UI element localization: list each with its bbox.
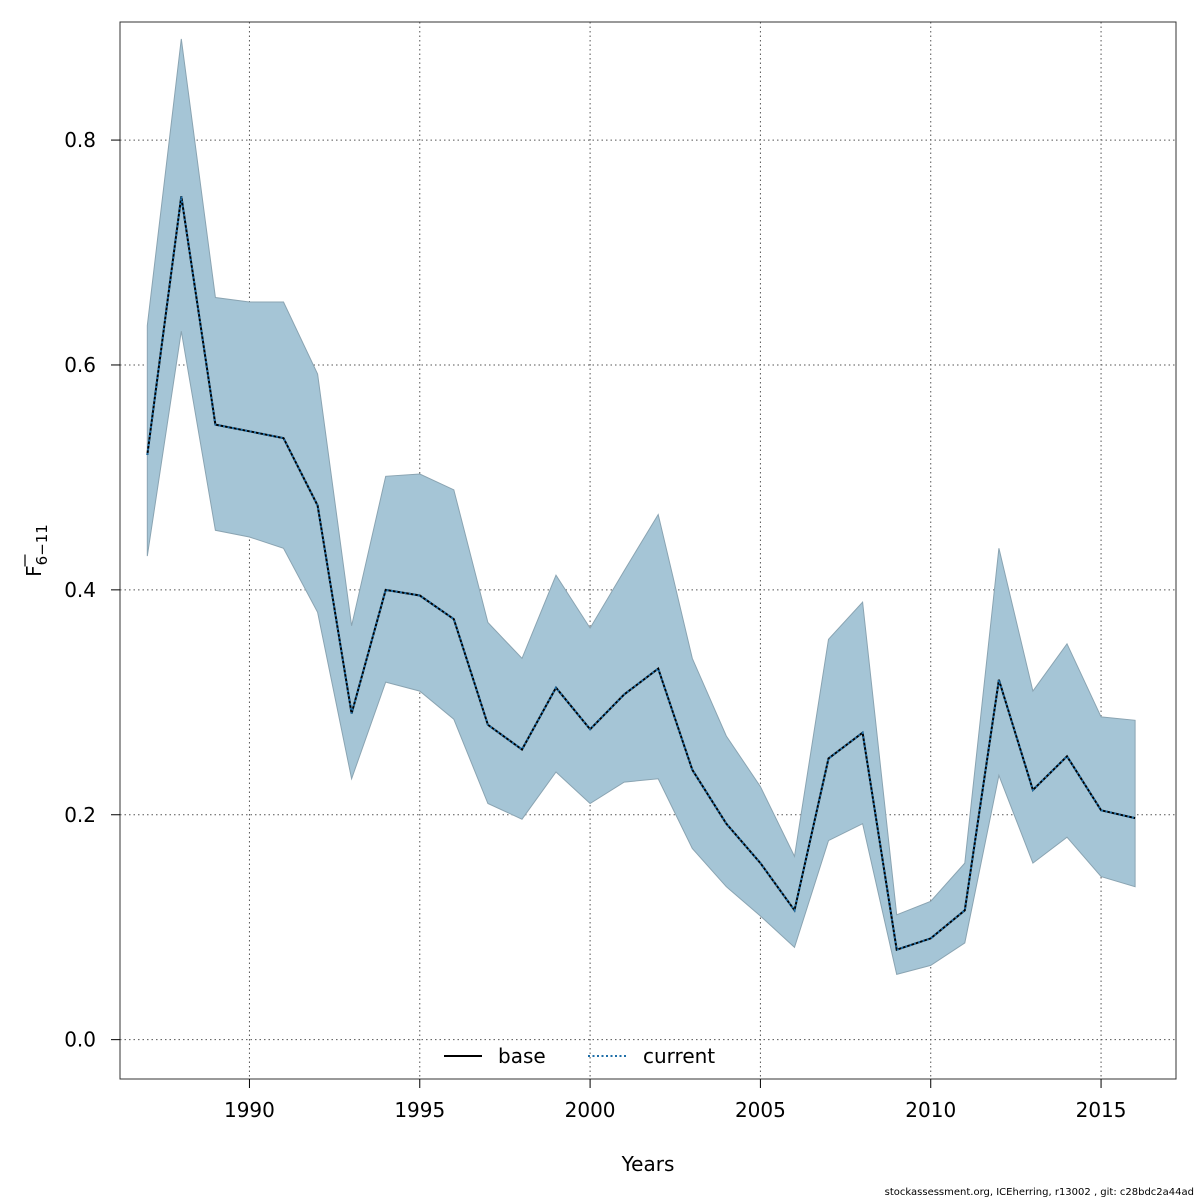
x-tick-label: 2000 [565, 1098, 616, 1122]
x-axis-label: Years [621, 1152, 675, 1176]
y-axis-label-subscript: 6−11 [33, 524, 51, 565]
y-tick-label: 0.8 [64, 128, 96, 152]
y-tick-label: 0.2 [64, 803, 96, 827]
series-lines [146, 196, 1136, 952]
x-tick-label: 2015 [1076, 1098, 1127, 1122]
plot-frame [119, 21, 1177, 1080]
x-tick-label: 1995 [394, 1098, 445, 1122]
y-tick-label: 0.4 [64, 578, 96, 602]
legend-label-current: current [643, 1044, 715, 1068]
y-tick-label: 0.6 [64, 353, 96, 377]
legend-label-base: base [498, 1044, 546, 1068]
x-tick-label: 2005 [735, 1098, 786, 1122]
y-axis-label: F6−11 [22, 524, 51, 577]
y-tick-label: 0.0 [64, 1028, 96, 1052]
legend: base current [444, 1044, 715, 1068]
x-tick-label: 2010 [905, 1098, 956, 1122]
x-tick-label: 1990 [224, 1098, 275, 1122]
svg-text:F6−11: F6−11 [22, 524, 51, 577]
series-line-current [146, 196, 1136, 952]
footer-credit: stockassessment.org, ICEherring, r13002 … [884, 1187, 1194, 1198]
confidence-band [146, 38, 1136, 976]
axes: 1990 1995 2000 2005 2010 2015 0.0 0.2 0.4 0.6 0.8 [64, 128, 1126, 1122]
y-axis-label-main: F [22, 565, 46, 577]
